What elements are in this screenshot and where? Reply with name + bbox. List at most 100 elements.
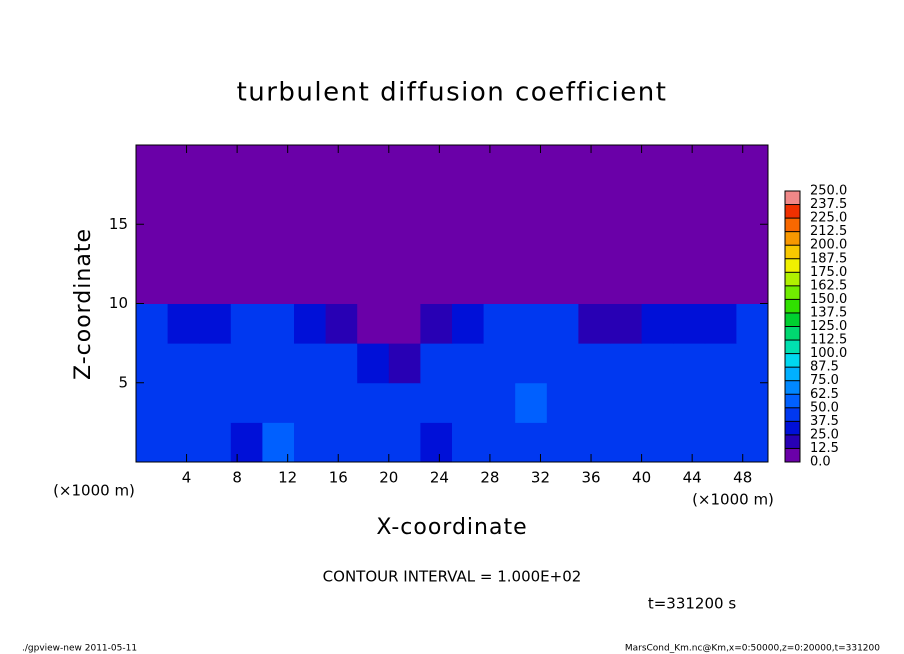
y-tick-label: 15 bbox=[109, 215, 128, 233]
cell bbox=[704, 382, 737, 423]
x-tick-label: 4 bbox=[182, 469, 192, 487]
cell bbox=[325, 224, 358, 265]
x-tick-label: 44 bbox=[683, 469, 702, 487]
cell bbox=[167, 422, 200, 463]
cell bbox=[388, 145, 421, 186]
cell bbox=[736, 184, 769, 225]
cell bbox=[452, 224, 485, 265]
cell bbox=[452, 145, 485, 186]
cell bbox=[420, 224, 453, 265]
cell bbox=[736, 343, 769, 384]
colorbar-label: 225.0 bbox=[810, 211, 847, 226]
cell bbox=[199, 263, 232, 304]
colorbar-label: 137.5 bbox=[810, 305, 847, 320]
cell bbox=[515, 145, 548, 186]
x-tick-label: 24 bbox=[430, 469, 449, 487]
cell bbox=[199, 184, 232, 225]
cell bbox=[515, 184, 548, 225]
cell bbox=[610, 263, 643, 304]
cell bbox=[483, 263, 516, 304]
cell bbox=[230, 343, 263, 384]
colorbar-box bbox=[785, 421, 800, 435]
footer-right: MarsCond_Km.nc@Km,x=0:50000,z=0:20000,t=… bbox=[625, 644, 880, 654]
colorbar-box bbox=[785, 204, 800, 219]
cell bbox=[546, 303, 579, 344]
cell bbox=[294, 303, 327, 344]
cell bbox=[452, 303, 485, 344]
cell bbox=[136, 184, 169, 225]
cell bbox=[388, 343, 421, 384]
colorbar-box bbox=[785, 394, 800, 408]
colorbar-label: 125.0 bbox=[810, 319, 847, 334]
cell bbox=[136, 343, 169, 384]
cell bbox=[452, 263, 485, 304]
cell bbox=[167, 343, 200, 384]
cell bbox=[736, 145, 769, 186]
colorbar-label: 87.5 bbox=[810, 360, 839, 375]
colorbar-label: 212.5 bbox=[810, 224, 847, 239]
cell bbox=[610, 224, 643, 265]
cell bbox=[294, 184, 327, 225]
cell bbox=[578, 343, 611, 384]
cell bbox=[230, 145, 263, 186]
colorbar-box bbox=[785, 272, 800, 286]
cell bbox=[578, 422, 611, 463]
cell bbox=[420, 343, 453, 384]
cell bbox=[704, 224, 737, 265]
cell bbox=[546, 184, 579, 225]
cell bbox=[515, 224, 548, 265]
cell bbox=[546, 145, 579, 186]
cell bbox=[357, 145, 390, 186]
cell bbox=[420, 422, 453, 463]
x-tick-label: 8 bbox=[232, 469, 242, 487]
footer-left: ./gpview-new 2011-05-11 bbox=[22, 644, 137, 654]
cell bbox=[483, 145, 516, 186]
cell bbox=[420, 382, 453, 423]
cell bbox=[673, 422, 706, 463]
cell bbox=[325, 343, 358, 384]
x-tick-label: 48 bbox=[733, 469, 752, 487]
cell bbox=[578, 224, 611, 265]
cell bbox=[673, 224, 706, 265]
y-unit-label: (×1000 m) bbox=[53, 482, 135, 500]
cell bbox=[136, 422, 169, 463]
cell bbox=[515, 382, 548, 423]
cell bbox=[515, 343, 548, 384]
cell bbox=[262, 343, 295, 384]
cell bbox=[388, 422, 421, 463]
colorbar-label: 162.5 bbox=[810, 278, 847, 293]
colorbar-box bbox=[785, 353, 800, 368]
x-tick-label: 32 bbox=[531, 469, 550, 487]
cell bbox=[357, 224, 390, 265]
cell bbox=[641, 184, 674, 225]
cell bbox=[578, 145, 611, 186]
cell bbox=[704, 303, 737, 344]
cell bbox=[388, 382, 421, 423]
cell bbox=[736, 263, 769, 304]
cell bbox=[673, 263, 706, 304]
cell bbox=[546, 422, 579, 463]
cell bbox=[483, 184, 516, 225]
colorbar-box bbox=[785, 380, 800, 395]
cell bbox=[641, 145, 674, 186]
cell bbox=[546, 263, 579, 304]
cell bbox=[357, 303, 390, 344]
cell bbox=[136, 303, 169, 344]
cell bbox=[578, 303, 611, 344]
x-tick-label: 12 bbox=[278, 469, 297, 487]
cell bbox=[515, 303, 548, 344]
cell bbox=[325, 184, 358, 225]
colorbar-label: 112.5 bbox=[810, 333, 847, 348]
cell bbox=[388, 303, 421, 344]
cell bbox=[483, 422, 516, 463]
colorbar-box bbox=[785, 312, 800, 327]
cell bbox=[704, 343, 737, 384]
cell bbox=[199, 145, 232, 186]
cell bbox=[610, 184, 643, 225]
cell bbox=[420, 145, 453, 186]
cell bbox=[515, 263, 548, 304]
colorbar-label: 37.5 bbox=[810, 414, 839, 429]
cell bbox=[483, 224, 516, 265]
cell bbox=[641, 422, 674, 463]
cell bbox=[736, 224, 769, 265]
